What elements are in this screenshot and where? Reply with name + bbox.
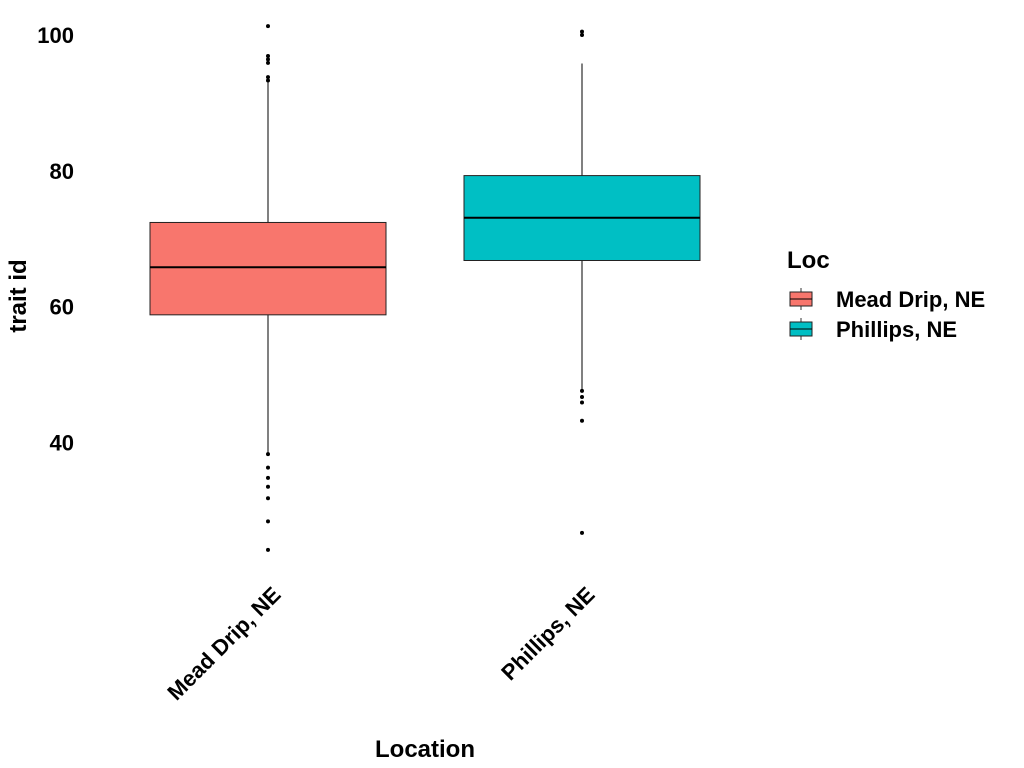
y-tick-label: 40 (50, 431, 74, 456)
y-axis: 40 60 80 100 (37, 23, 74, 456)
legend: Loc Mead Drip, NE Phillips, NE (787, 247, 985, 342)
y-tick-label: 80 (50, 159, 74, 184)
outlier-point (580, 388, 584, 393)
box-series (463, 29, 701, 535)
y-axis-title: trait id (5, 259, 32, 332)
outlier-point (580, 530, 584, 535)
x-tick-label: Mead Drip, NE (162, 582, 285, 705)
outlier-point (266, 57, 270, 62)
y-tick-label: 100 (37, 23, 74, 48)
outlier-point (580, 29, 584, 34)
outlier-point (266, 78, 270, 83)
outlier-point (266, 496, 270, 501)
outlier-point (266, 475, 270, 480)
outlier-point (266, 547, 270, 552)
outlier-point (266, 24, 270, 29)
outlier-point (266, 465, 270, 470)
outlier-point (580, 32, 584, 37)
outlier-point (580, 395, 584, 400)
outlier-point (580, 400, 584, 405)
legend-item: Mead Drip, NE (789, 287, 985, 312)
outlier-point (266, 484, 270, 489)
outlier-point (266, 452, 270, 457)
outlier-point (266, 60, 270, 65)
outlier-point (266, 519, 270, 524)
legend-label: Mead Drip, NE (836, 287, 985, 312)
outlier-point (580, 418, 584, 423)
x-tick-label: Phillips, NE (496, 582, 599, 685)
outlier-point (266, 54, 270, 59)
plot-area (149, 24, 701, 552)
box-iqr (149, 221, 387, 316)
y-tick-label: 60 (50, 295, 74, 320)
legend-item: Phillips, NE (789, 317, 957, 342)
x-axis-title: Location (375, 736, 475, 763)
legend-title: Loc (787, 247, 830, 274)
x-axis: Mead Drip, NE Phillips, NE (162, 582, 599, 705)
legend-label: Phillips, NE (836, 317, 957, 342)
outlier-point (266, 75, 270, 80)
box-series (149, 24, 387, 552)
